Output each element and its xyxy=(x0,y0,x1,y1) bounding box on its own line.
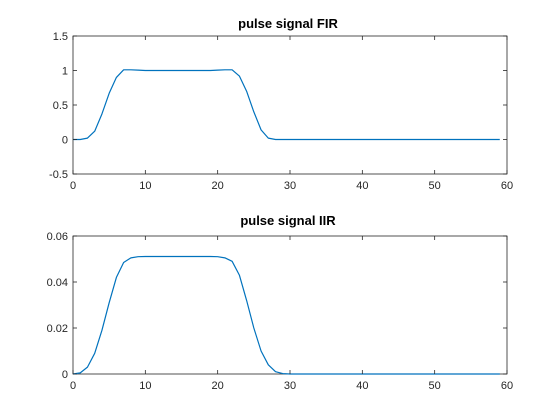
top-subplot: pulse signal FIR 0 10 20 30 40 50 60-0.500.511… xyxy=(49,16,513,192)
top-y-tick-label: 1 xyxy=(62,66,68,78)
bottom-x-tick-label: 40 xyxy=(356,380,368,392)
bottom-axes-box xyxy=(72,235,508,375)
top-axes-box xyxy=(72,35,508,175)
top-chart-title: pulse signal FIR xyxy=(238,16,338,31)
bottom-y-tick-label: 0.02 xyxy=(47,323,68,335)
top-y-tick-label: 1.5 xyxy=(53,31,68,43)
top-x-tick-label: 0 xyxy=(70,180,76,192)
top-y-tick-label: 0.5 xyxy=(53,100,68,112)
bottom-x-tick-label: 30 xyxy=(284,380,296,392)
bottom-y-tick-label: 0.06 xyxy=(47,231,68,243)
top-x-tick-label: 60 xyxy=(501,180,513,192)
top-y-tick-label: 0 xyxy=(62,135,68,147)
top-x-tick-label: 10 xyxy=(139,180,151,192)
top-y-tick-label: -0.5 xyxy=(49,169,68,181)
top-x-tick-label: 30 xyxy=(284,180,296,192)
bottom-y-tick-label: 0.04 xyxy=(47,277,68,289)
top-x-tick-label: 20 xyxy=(212,180,224,192)
bottom-x-tick-label: 50 xyxy=(429,380,441,392)
bottom-subplot: pulse signal IIR 0 10 20 30 40 50 60 0 0.02 0.04 0… xyxy=(47,213,514,392)
bottom-x-tick-label: 0 xyxy=(70,380,76,392)
top-x-tick-label: 40 xyxy=(356,180,368,192)
bottom-x-tick-label: 10 xyxy=(139,380,151,392)
bottom-y-tick-label: 0 xyxy=(62,369,68,381)
bottom-x-tick-label: 20 xyxy=(212,380,224,392)
bottom-series-line xyxy=(72,255,500,375)
top-x-tick-label: 50 xyxy=(429,180,441,192)
bottom-chart-title: pulse signal IIR xyxy=(240,213,336,228)
top-series-line xyxy=(73,69,500,141)
bottom-x-tick-label: 60 xyxy=(501,380,513,392)
